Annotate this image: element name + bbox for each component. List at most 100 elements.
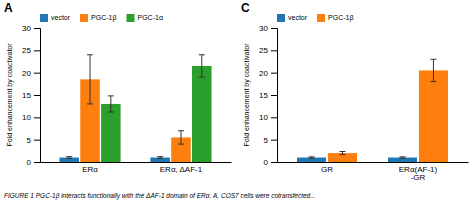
- y-label: Fold enhancement by coactivator: [6, 43, 14, 147]
- tick-label: 30: [259, 24, 268, 33]
- panel: 0 5 10 15 20 25 30 Fold enhancement by coactiva…: [241, 1, 469, 182]
- tick: 15: [22, 91, 40, 100]
- legend-item: PGC-1β: [80, 14, 116, 22]
- tick: 20: [22, 69, 40, 78]
- tick-mark: [271, 140, 277, 141]
- tick-mark: [271, 95, 277, 96]
- plot: 0 5 10 15 20 25 30 Fold enhancement by coactiva…: [6, 24, 232, 174]
- tick: ERα, ΔAF-1: [160, 162, 203, 174]
- legend-item: PGC-1β: [317, 14, 353, 22]
- tick-label: 25: [22, 46, 31, 55]
- tick-mark: [34, 140, 40, 141]
- bar: [150, 158, 170, 162]
- tick-label-line: ERα(AF-1): [399, 165, 438, 174]
- tick-label: 5: [264, 136, 269, 145]
- tick-label-line: -GR: [411, 173, 426, 182]
- tick-label: 15: [259, 91, 268, 100]
- tick: 0: [264, 158, 277, 167]
- legend-label: vector: [288, 14, 308, 21]
- tick-label: 10: [259, 113, 268, 122]
- tick-label: ERα, ΔAF-1: [160, 165, 203, 174]
- error-bar: [199, 55, 205, 77]
- y-axis: 0 5 10 15 20 25 30: [22, 24, 40, 167]
- x-axis: ERα ERα, ΔAF-1: [41, 162, 232, 174]
- tick: 25: [259, 46, 277, 55]
- tick-label: 20: [22, 69, 31, 78]
- series: [328, 59, 448, 162]
- tick: 30: [259, 24, 277, 33]
- tick-mark: [34, 28, 40, 29]
- tick-label-line: ERα: [82, 165, 98, 174]
- error-bar: [430, 59, 436, 81]
- legend-swatch: [40, 14, 48, 22]
- bar: [388, 158, 417, 162]
- legend-swatch: [277, 14, 285, 22]
- y-axis: 0 5 10 15 20 25 30: [259, 24, 277, 167]
- axis-line: [34, 29, 41, 163]
- tick-mark: [271, 117, 277, 118]
- tick-mark: [34, 117, 40, 118]
- legend-label: PGC-1β: [91, 14, 116, 22]
- error-bar: [339, 152, 345, 155]
- marks: [59, 55, 211, 162]
- bar: [419, 70, 448, 162]
- error-bar: [157, 157, 163, 159]
- annotation: FIGURE 1 PGC-1β interacts functionally w…: [4, 192, 316, 200]
- error-bar: [309, 157, 315, 158]
- tick-label: 20: [259, 69, 268, 78]
- figure: 0 5 10 15 20 25 30 Fold enhancement by coactiva…: [0, 0, 474, 202]
- tick-mark: [34, 162, 40, 163]
- legend: vector PGC-1β: [277, 14, 353, 22]
- tick-mark: [271, 28, 277, 29]
- tick: 30: [22, 24, 40, 33]
- tick: 20: [259, 69, 277, 78]
- tick: 25: [22, 46, 40, 55]
- tick-label: 0: [27, 158, 32, 167]
- tick-mark: [271, 73, 277, 74]
- tick-label: 10: [22, 113, 31, 122]
- bar: [192, 66, 212, 162]
- legend-item: vector: [40, 14, 71, 22]
- marks: [297, 59, 448, 162]
- tick-label: 25: [259, 46, 268, 55]
- tick-mark: [34, 50, 40, 51]
- tick-label-line: ERα, ΔAF-1: [160, 165, 203, 174]
- bar: [101, 104, 121, 162]
- bar: [297, 158, 326, 162]
- legend-item: PGC-1α: [126, 14, 162, 22]
- error-bar: [108, 96, 114, 112]
- tick: 5: [264, 136, 277, 145]
- tick-label-line: GR: [321, 165, 333, 174]
- legend-swatch: [317, 14, 325, 22]
- legend-swatch: [80, 14, 88, 22]
- legend-item: vector: [277, 14, 308, 22]
- axis-line: [278, 162, 469, 163]
- tick: 10: [22, 113, 40, 122]
- tick-label: 30: [22, 24, 31, 33]
- tick: ERα: [82, 162, 98, 174]
- tick: 5: [27, 136, 40, 145]
- bar: [59, 158, 79, 162]
- x-axis: GR ERα(AF-1)-GR: [278, 162, 469, 182]
- tick-label: ERα(AF-1)-GR: [399, 165, 438, 183]
- axis-line: [271, 29, 278, 163]
- legend-label: PGC-1β: [328, 14, 353, 22]
- series: [297, 157, 417, 162]
- tick-label: 0: [264, 158, 269, 167]
- error-bar: [178, 131, 184, 144]
- y-label: Fold enhancement by coactivator: [243, 43, 251, 147]
- legend-label: vector: [51, 14, 71, 21]
- title: C: [241, 1, 250, 15]
- tick-label: 5: [27, 136, 32, 145]
- tick-mark: [34, 73, 40, 74]
- error-bar: [400, 157, 406, 158]
- panel: 0 5 10 15 20 25 30 Fold enhancement by coactiva…: [4, 1, 232, 174]
- legend: vector PGC-1β PGC-1α: [40, 14, 163, 22]
- error-bar: [87, 55, 93, 104]
- tick-mark: [34, 95, 40, 96]
- tick-label: GR: [321, 165, 333, 174]
- tick: 15: [259, 91, 277, 100]
- series: [101, 55, 212, 162]
- tick: 10: [259, 113, 277, 122]
- tick: 0: [27, 158, 40, 167]
